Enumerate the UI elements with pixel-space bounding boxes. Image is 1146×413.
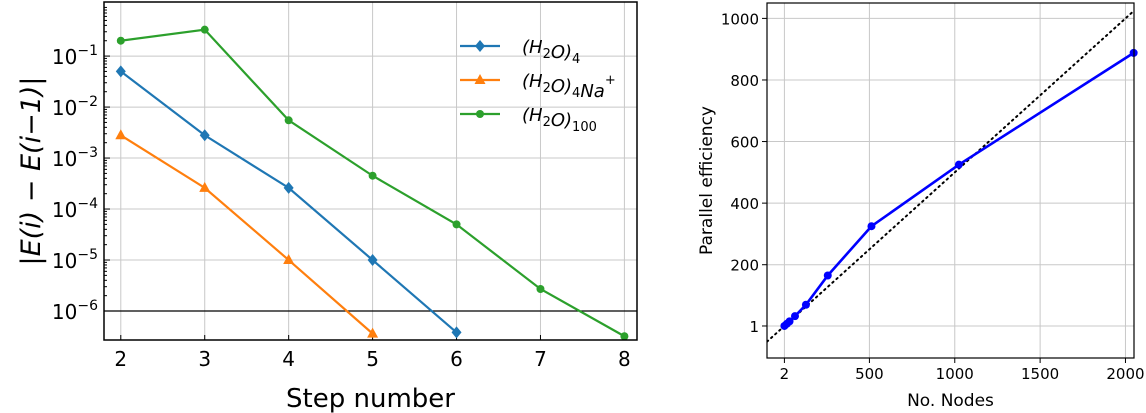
y-axis-label: |E(i) − E(i−1)| xyxy=(16,76,47,265)
y-tick-label: 10−4 xyxy=(52,196,98,222)
x-tick-label: 5 xyxy=(366,347,379,371)
y-tick-label: 200 xyxy=(730,257,759,275)
x-axis-label: No. Nodes xyxy=(907,391,994,411)
data-point xyxy=(115,129,127,140)
y-axis-label: Parallel efficiency xyxy=(697,106,717,255)
x-axis-label: Step number xyxy=(286,384,455,413)
plot-frame xyxy=(766,2,1135,359)
plot-frame xyxy=(103,1,638,341)
legend-label: (H2O)100 xyxy=(522,105,597,135)
convergence-chart: 2 3 4 5 6 7 8 10−1 10−2 10−3 10−4 10−5 10−6 (H2O)4 (H2… xyxy=(52,1,638,413)
x-tick-label: 2000 xyxy=(1106,365,1144,383)
y-tick-label: 10−5 xyxy=(52,247,98,273)
legend-marker xyxy=(474,74,486,84)
data-point xyxy=(200,25,209,34)
data-point xyxy=(452,220,461,229)
x-tick-label: 4 xyxy=(282,347,295,371)
legend-label: (H2O)4 xyxy=(522,37,580,67)
x-tick-label: 500 xyxy=(855,365,884,383)
data-point xyxy=(283,181,294,194)
data-point xyxy=(367,327,379,338)
x-tick-label: 2 xyxy=(780,365,790,383)
data-point xyxy=(284,116,293,125)
data-point xyxy=(823,271,832,280)
y-tick-label: 10−6 xyxy=(52,298,98,324)
data-point xyxy=(801,300,810,309)
ideal-scaling-line xyxy=(767,10,1134,343)
x-tick-label: 1000 xyxy=(936,365,974,383)
efficiency-line xyxy=(783,51,1134,327)
y-tick-label: 800 xyxy=(730,72,759,90)
y-tick-label: 400 xyxy=(730,195,759,213)
legend-marker xyxy=(476,110,484,118)
x-tick-label: 1500 xyxy=(1021,365,1059,383)
data-point xyxy=(785,317,794,326)
x-tick-label: 3 xyxy=(198,347,211,371)
data-point xyxy=(451,326,462,339)
data-point xyxy=(367,254,378,267)
data-point xyxy=(954,160,963,169)
series-line-1 xyxy=(120,134,374,335)
data-point xyxy=(116,36,125,45)
y-tick-label: 1 xyxy=(749,318,759,336)
x-tick-label: 6 xyxy=(450,347,463,371)
x-tick-label: 2 xyxy=(114,347,127,371)
data-point xyxy=(283,254,295,265)
data-point xyxy=(867,222,876,231)
data-point xyxy=(199,181,211,192)
data-point xyxy=(199,129,210,142)
data-point xyxy=(790,312,799,321)
y-tick-label: 10−1 xyxy=(52,43,98,69)
legend-label: (H2O)4Na+ xyxy=(522,71,616,102)
legend-marker xyxy=(475,40,485,52)
y-tick-label: 1000 xyxy=(721,10,759,28)
data-point xyxy=(115,65,126,78)
y-tick-label: 10−3 xyxy=(52,145,98,171)
data-point xyxy=(620,332,629,341)
x-tick-label: 7 xyxy=(534,347,547,371)
y-tick-label: 10−2 xyxy=(52,94,98,120)
y-tick-label: 600 xyxy=(730,134,759,152)
data-point xyxy=(536,285,545,294)
x-tick-label: 8 xyxy=(618,347,631,371)
data-point xyxy=(368,171,377,180)
